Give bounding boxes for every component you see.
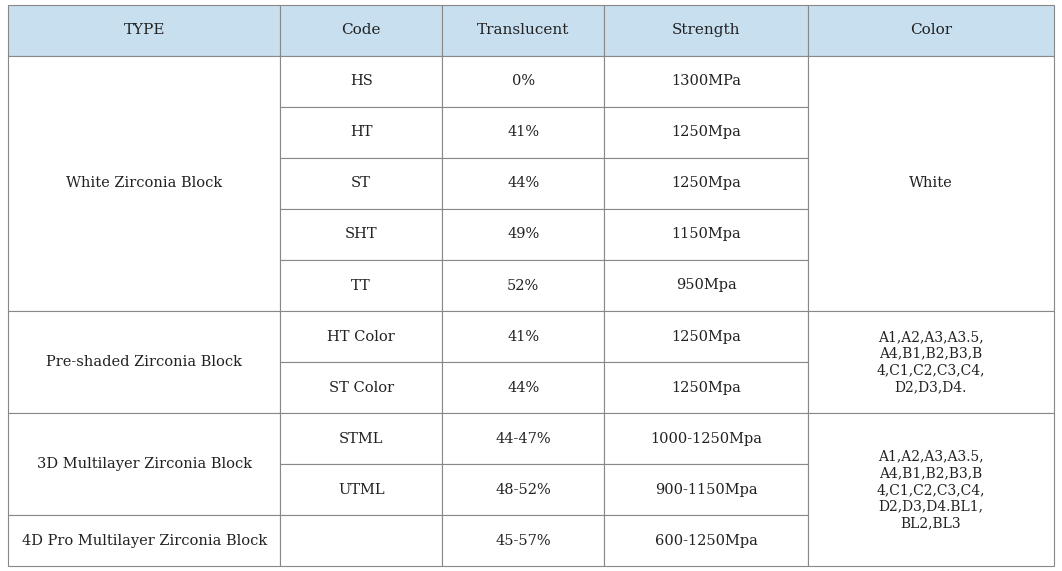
Bar bbox=[280, 5, 442, 55]
Bar bbox=[442, 516, 604, 566]
Bar bbox=[8, 311, 280, 413]
Bar bbox=[280, 107, 442, 158]
Bar bbox=[604, 516, 808, 566]
Bar bbox=[280, 55, 442, 107]
Text: 1300MPa: 1300MPa bbox=[671, 74, 741, 88]
Bar bbox=[808, 413, 1054, 566]
Bar bbox=[604, 5, 808, 55]
Bar bbox=[280, 209, 442, 260]
Bar bbox=[280, 260, 442, 311]
Text: UTML: UTML bbox=[338, 483, 384, 497]
Bar bbox=[442, 260, 604, 311]
Text: 1000-1250Mpa: 1000-1250Mpa bbox=[650, 432, 763, 446]
Bar bbox=[442, 55, 604, 107]
Bar bbox=[280, 464, 442, 516]
Bar bbox=[604, 260, 808, 311]
Text: 44-47%: 44-47% bbox=[495, 432, 551, 446]
Bar bbox=[604, 413, 808, 464]
Bar bbox=[442, 362, 604, 413]
Text: 1250Mpa: 1250Mpa bbox=[671, 329, 741, 344]
Bar bbox=[280, 516, 442, 566]
Bar bbox=[442, 158, 604, 209]
Bar bbox=[280, 158, 442, 209]
Bar bbox=[604, 158, 808, 209]
Bar bbox=[8, 413, 280, 516]
Text: 44%: 44% bbox=[507, 176, 539, 190]
Text: 1250Mpa: 1250Mpa bbox=[671, 176, 741, 190]
Bar bbox=[808, 5, 1054, 55]
Bar bbox=[442, 413, 604, 464]
Bar bbox=[604, 55, 808, 107]
Text: 41%: 41% bbox=[507, 329, 539, 344]
Bar bbox=[280, 362, 442, 413]
Text: 1150Mpa: 1150Mpa bbox=[671, 227, 741, 242]
Text: TYPE: TYPE bbox=[123, 23, 165, 37]
Text: 44%: 44% bbox=[507, 381, 539, 395]
Text: ST Color: ST Color bbox=[328, 381, 394, 395]
Text: Strength: Strength bbox=[672, 23, 740, 37]
Text: 1250Mpa: 1250Mpa bbox=[671, 381, 741, 395]
Text: 900-1150Mpa: 900-1150Mpa bbox=[655, 483, 757, 497]
Text: TT: TT bbox=[352, 279, 371, 292]
Bar bbox=[808, 311, 1054, 413]
Text: Code: Code bbox=[342, 23, 381, 37]
Bar bbox=[280, 311, 442, 362]
Text: STML: STML bbox=[339, 432, 383, 446]
Text: Translucent: Translucent bbox=[477, 23, 569, 37]
Bar bbox=[442, 209, 604, 260]
Text: 0%: 0% bbox=[512, 74, 535, 88]
Bar bbox=[442, 5, 604, 55]
Bar bbox=[808, 55, 1054, 311]
Bar bbox=[604, 362, 808, 413]
Text: 3D Multilayer Zirconia Block: 3D Multilayer Zirconia Block bbox=[37, 457, 252, 471]
Text: HS: HS bbox=[349, 74, 373, 88]
Text: Pre-shaded Zirconia Block: Pre-shaded Zirconia Block bbox=[47, 355, 242, 369]
Bar bbox=[8, 516, 280, 566]
Bar bbox=[8, 5, 280, 55]
Bar bbox=[442, 311, 604, 362]
Bar bbox=[604, 107, 808, 158]
Text: 45-57%: 45-57% bbox=[495, 534, 551, 548]
Text: A1,A2,A3,A3.5,
A4,B1,B2,B3,B
4,C1,C2,C3,C4,
D2,D3,D4.: A1,A2,A3,A3.5, A4,B1,B2,B3,B 4,C1,C2,C3,… bbox=[876, 330, 984, 394]
Text: 4D Pro Multilayer Zirconia Block: 4D Pro Multilayer Zirconia Block bbox=[21, 534, 267, 548]
Bar bbox=[442, 107, 604, 158]
Text: A1,A2,A3,A3.5,
A4,B1,B2,B3,B
4,C1,C2,C3,C4,
D2,D3,D4.BL1,
BL2,BL3: A1,A2,A3,A3.5, A4,B1,B2,B3,B 4,C1,C2,C3,… bbox=[876, 449, 984, 530]
Text: 600-1250Mpa: 600-1250Mpa bbox=[654, 534, 757, 548]
Bar bbox=[280, 413, 442, 464]
Text: HT Color: HT Color bbox=[327, 329, 395, 344]
Bar bbox=[442, 464, 604, 516]
Text: 950Mpa: 950Mpa bbox=[675, 279, 736, 292]
Bar bbox=[604, 464, 808, 516]
Text: 1250Mpa: 1250Mpa bbox=[671, 125, 741, 139]
Bar bbox=[604, 209, 808, 260]
Text: Color: Color bbox=[910, 23, 952, 37]
Text: White: White bbox=[909, 176, 953, 190]
Text: ST: ST bbox=[352, 176, 371, 190]
Text: 49%: 49% bbox=[507, 227, 539, 242]
Text: 48-52%: 48-52% bbox=[495, 483, 551, 497]
Text: White Zirconia Block: White Zirconia Block bbox=[66, 176, 222, 190]
Text: 52%: 52% bbox=[507, 279, 539, 292]
Text: HT: HT bbox=[350, 125, 373, 139]
Bar bbox=[604, 311, 808, 362]
Bar bbox=[8, 55, 280, 311]
Text: SHT: SHT bbox=[345, 227, 377, 242]
Text: 41%: 41% bbox=[507, 125, 539, 139]
